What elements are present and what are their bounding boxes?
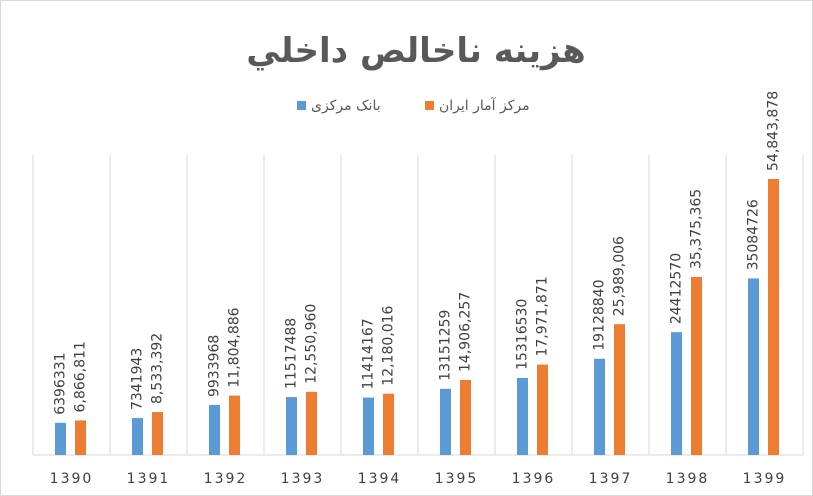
x-tick-label: 1399 bbox=[743, 471, 787, 487]
x-tick-label: 1398 bbox=[666, 471, 710, 487]
x-tick-label: 1391 bbox=[127, 471, 171, 487]
legend-label: بانک مرکزی bbox=[311, 98, 381, 114]
bar bbox=[306, 391, 317, 455]
value-label: 15316530 bbox=[515, 299, 531, 370]
bar bbox=[594, 358, 605, 455]
bar bbox=[363, 397, 374, 455]
bar bbox=[671, 332, 682, 455]
bar bbox=[55, 422, 66, 455]
x-tick-label: 1396 bbox=[512, 471, 556, 487]
value-label: 11517488 bbox=[284, 318, 300, 389]
x-tick-label: 1395 bbox=[435, 471, 479, 487]
value-label: 14,906,257 bbox=[458, 292, 474, 372]
legend-swatch bbox=[425, 101, 434, 110]
x-tick-label: 1394 bbox=[358, 471, 402, 487]
x-tick-label: 1393 bbox=[281, 471, 325, 487]
bar bbox=[286, 397, 297, 455]
bar bbox=[768, 179, 779, 455]
bar bbox=[537, 364, 548, 455]
legend-swatch bbox=[297, 101, 306, 110]
value-label: 8,533,392 bbox=[150, 333, 166, 404]
bar bbox=[691, 276, 702, 455]
bar bbox=[614, 324, 625, 455]
value-label: 25,989,006 bbox=[612, 236, 628, 316]
x-tick-label: 1397 bbox=[589, 471, 633, 487]
bar bbox=[152, 412, 163, 455]
bar bbox=[132, 418, 143, 455]
value-label: 19128840 bbox=[592, 279, 608, 350]
value-label: 54,843,878 bbox=[766, 91, 782, 171]
value-label: 7341943 bbox=[130, 348, 146, 410]
value-label: 11,804,886 bbox=[227, 307, 243, 387]
bar bbox=[229, 395, 240, 455]
bar bbox=[460, 379, 471, 455]
value-label: 35084726 bbox=[746, 199, 762, 270]
bar bbox=[440, 388, 451, 455]
bar bbox=[383, 393, 394, 455]
bar bbox=[748, 278, 759, 455]
bar bbox=[517, 377, 528, 455]
value-label: 12,180,016 bbox=[381, 305, 397, 385]
bar bbox=[209, 405, 220, 455]
chart-title: هزینه ناخالص داخلي bbox=[246, 31, 586, 71]
value-label: 6,866,811 bbox=[73, 341, 89, 412]
x-tick-label: 1390 bbox=[50, 471, 94, 487]
value-label: 24412570 bbox=[669, 253, 685, 324]
value-label: 17,971,871 bbox=[535, 276, 551, 356]
legend-label: مرکز آمار ایران bbox=[439, 97, 530, 114]
x-tick-label: 1392 bbox=[204, 471, 248, 487]
value-label: 6396331 bbox=[53, 352, 69, 414]
value-label: 35,375,365 bbox=[689, 189, 705, 269]
value-label: 11414167 bbox=[361, 318, 377, 389]
value-label: 9933968 bbox=[207, 335, 223, 397]
bar bbox=[75, 420, 86, 455]
value-label: 13151259 bbox=[438, 310, 454, 381]
value-label: 12,550,960 bbox=[304, 304, 320, 384]
